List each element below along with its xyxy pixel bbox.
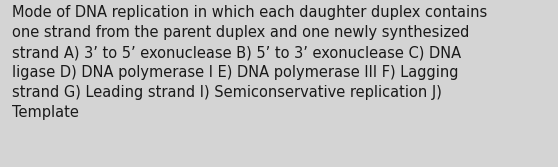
Text: Mode of DNA replication in which each daughter duplex contains
one strand from t: Mode of DNA replication in which each da… [12,5,488,120]
